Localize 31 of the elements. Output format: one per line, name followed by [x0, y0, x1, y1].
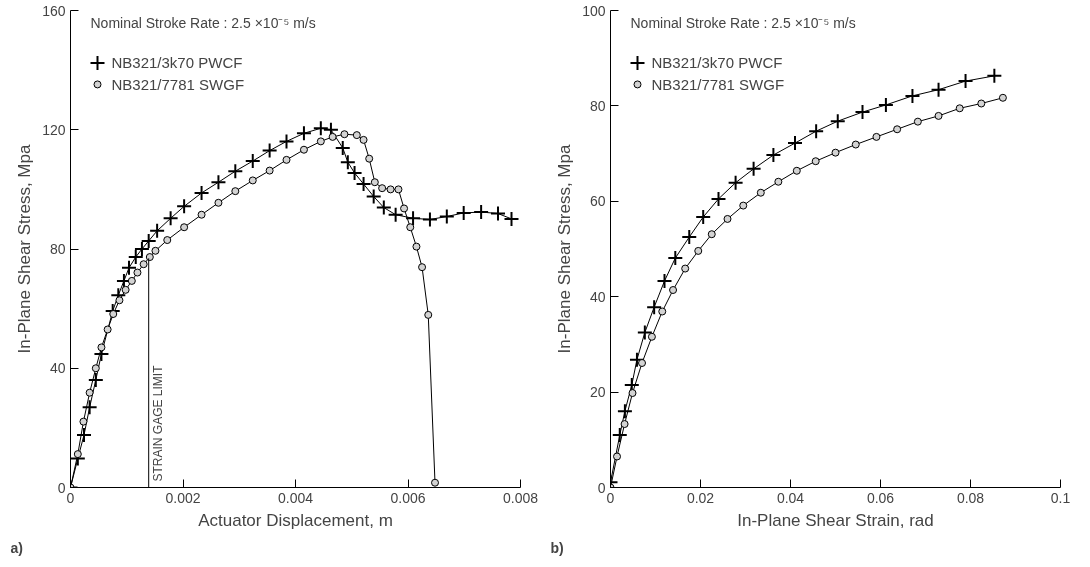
legend-label: NB321/7781 SWGF [651, 75, 785, 93]
y-tick-label: 40 [49, 360, 66, 377]
x-tick-label: 0.06 [866, 489, 895, 506]
y-axis-title: In-Plane Shear Stress, Mpa [15, 144, 35, 354]
x-tick-label: 0.006 [390, 489, 426, 506]
y-tick-label: 100 [582, 2, 606, 19]
x-axis-title: Actuator Displacement, m [198, 510, 393, 530]
x-tick-label: 0.008 [502, 489, 539, 506]
legend-label: NB321/3k70 PWCF [111, 54, 243, 72]
x-tick-label: 0.04 [776, 489, 805, 506]
y-tick-label: 120 [42, 121, 66, 138]
x-tick-label: 0.02 [686, 489, 715, 506]
y-tick-label: 60 [589, 193, 606, 210]
y-tick-label: 80 [589, 97, 606, 114]
y-tick-label: 20 [589, 384, 606, 401]
x-tick-label: 0.002 [165, 489, 201, 506]
y-axis-title: In-Plane Shear Stress, Mpa [555, 144, 575, 354]
y-tick-label: 80 [49, 241, 66, 257]
x-axis-title: In-Plane Shear Strain, rad [737, 510, 934, 530]
legend-label: NB321/3k70 PWCF [651, 54, 783, 72]
text: b) [550, 539, 564, 556]
annotation: Nominal Stroke Rate : 2.5 ×10⁻⁵ m/s [90, 14, 316, 31]
legend-label: NB321/7781 SWGF [111, 75, 245, 93]
y-tick-label: 40 [589, 288, 606, 305]
annotation: Nominal Stroke Rate : 2.5 ×10⁻⁵ m/s [630, 14, 856, 31]
text: a) [10, 539, 23, 556]
x-tick-label: 0.08 [956, 489, 985, 506]
ref-line-label: STRAIN GAGE LIMIT [150, 364, 165, 482]
x-tick-label: 0.1 [1050, 489, 1071, 506]
x-tick-label: 0.004 [277, 489, 314, 506]
y-tick-label: 160 [42, 2, 66, 19]
